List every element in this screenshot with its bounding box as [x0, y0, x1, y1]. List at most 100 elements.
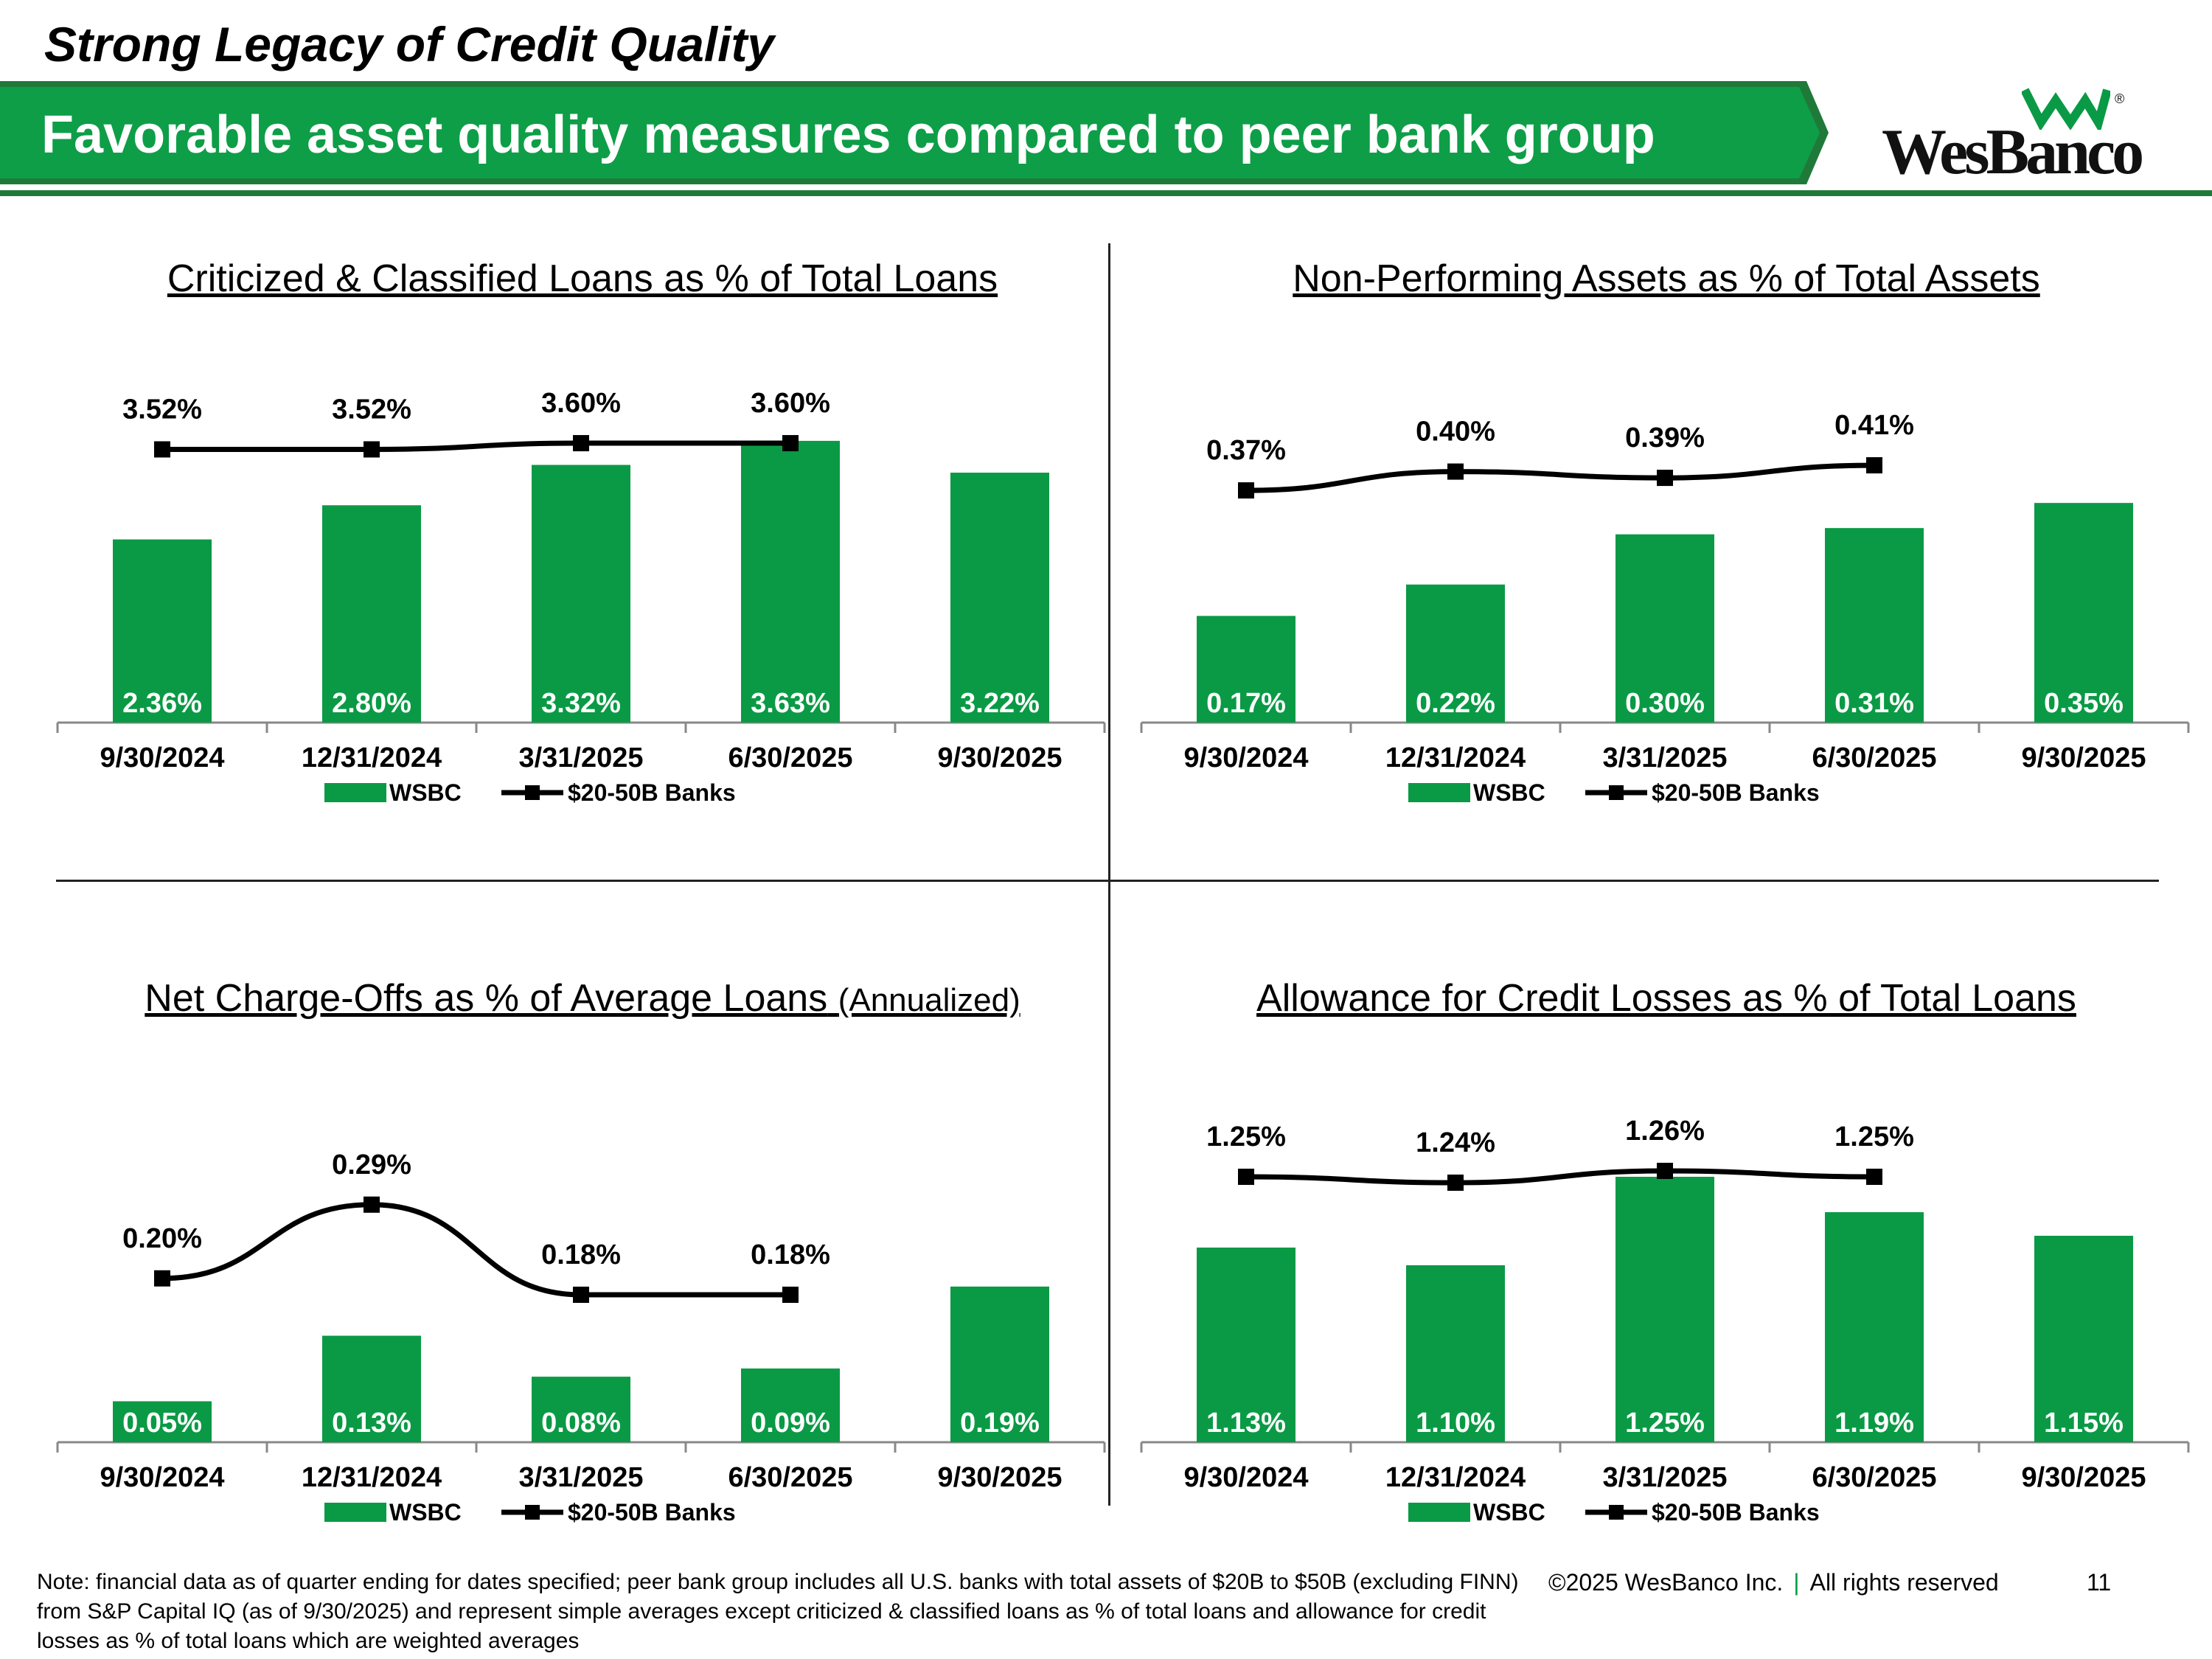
chart-panel-allowance: Allowance for Credit Losses as % of Tota… — [1128, 970, 2205, 1575]
line-data-label: 0.40% — [1416, 417, 1495, 448]
line-marker — [1447, 1175, 1464, 1191]
x-tick-label: 9/30/2025 — [2021, 742, 2146, 773]
x-tick-label: 9/30/2025 — [937, 1462, 1062, 1493]
chart-title: Net Charge-Offs as % of Average Loans (A… — [44, 976, 1121, 1020]
bar-wsbc — [2034, 503, 2133, 723]
bar-data-label: 0.08% — [541, 1408, 621, 1439]
bar-data-label: 0.35% — [2044, 688, 2124, 719]
line-data-label: 0.37% — [1206, 435, 1286, 466]
line-marker — [573, 1287, 589, 1303]
bar-data-label: 3.32% — [541, 688, 621, 719]
bar-wsbc — [322, 505, 421, 723]
chart-subtitle: (Annualized) — [838, 982, 1020, 1018]
bar-data-label: 1.15% — [2044, 1408, 2124, 1439]
x-tick-label: 3/31/2025 — [518, 1462, 643, 1493]
bar-wsbc — [1615, 1177, 1714, 1442]
chart-title: Criticized & Classified Loans as % of To… — [44, 257, 1121, 301]
x-tick-label: 12/31/2024 — [302, 1462, 442, 1493]
legend-label-wsbc: WSBC — [389, 779, 462, 806]
bar-wsbc — [113, 1401, 212, 1442]
bar-wsbc — [741, 440, 840, 723]
bar-wsbc — [1825, 1212, 1924, 1442]
line-marker — [1657, 470, 1673, 487]
x-tick-label: 3/31/2025 — [518, 742, 643, 773]
footnote: Note: financial data as of quarter endin… — [37, 1570, 1519, 1653]
line-marker — [1238, 1169, 1254, 1185]
chart-panel-criticized-loans: Criticized & Classified Loans as % of To… — [44, 251, 1121, 855]
legend-label-peer: $20-50B Banks — [1652, 779, 1820, 806]
bar-data-label: 1.25% — [1625, 1408, 1705, 1439]
line-data-label: 3.52% — [122, 394, 202, 425]
line-data-label: 0.18% — [541, 1239, 621, 1270]
header-rule — [0, 190, 2212, 196]
legend-label-wsbc: WSBC — [1473, 779, 1545, 806]
bar-wsbc — [950, 473, 1049, 723]
line-data-label: 0.20% — [122, 1223, 202, 1254]
line-data-label: 1.26% — [1625, 1116, 1705, 1147]
legend-marker-peer — [1609, 1505, 1624, 1520]
line-data-label: 0.29% — [332, 1150, 411, 1180]
bar-wsbc — [1406, 584, 1505, 723]
peer-banks-line — [1245, 1168, 1875, 1186]
chart-criticized-loans: 2.36% 2.80% 3.32% 3.63% 3.22% 3.52% 3.52% 3.60%… — [56, 388, 1106, 806]
line-marker — [1866, 1169, 1882, 1185]
chart-net-charge-offs: 0.05% 0.13% 0.08% 0.09% 0.19% 0.20% 0.29% 0.18%… — [56, 1150, 1106, 1526]
line-data-label: 0.41% — [1834, 410, 1914, 441]
line-marker — [1447, 463, 1464, 480]
title-banner: Favorable asset quality measures compare… — [0, 81, 1829, 184]
line-marker — [154, 1270, 170, 1287]
bar-data-label: 0.22% — [1416, 688, 1495, 719]
x-tick-label: 6/30/2025 — [1812, 1462, 1936, 1493]
x-tick-label: 9/30/2024 — [1183, 1462, 1308, 1493]
chart-title: Allowance for Credit Losses as % of Tota… — [1128, 976, 2205, 1020]
x-tick-label: 3/31/2025 — [1602, 1462, 1727, 1493]
line-data-label: 1.24% — [1416, 1127, 1495, 1158]
chart-title: Non-Performing Assets as % of Total Asse… — [1128, 257, 2205, 301]
legend-swatch-wsbc — [1408, 783, 1470, 802]
x-tick-label: 12/31/2024 — [1385, 742, 1526, 773]
line-data-label: 3.52% — [332, 394, 411, 425]
chart-panel-net-charge-offs: Net Charge-Offs as % of Average Loans (A… — [44, 970, 1121, 1575]
line-marker — [364, 441, 380, 458]
bar-data-label: 0.13% — [332, 1408, 411, 1439]
bar-data-label: 0.09% — [751, 1408, 830, 1439]
line-data-label: 0.39% — [1625, 422, 1705, 453]
legend-label-peer: $20-50B Banks — [568, 1499, 736, 1526]
bar-data-label: 2.36% — [122, 688, 202, 719]
bar-wsbc — [1825, 528, 1924, 723]
vertical-divider — [1108, 243, 1110, 1506]
bar-wsbc — [1197, 616, 1295, 723]
chart-title-text: Non-Performing Assets as % of Total Asse… — [1293, 257, 2040, 300]
bar-wsbc — [2034, 1236, 2133, 1442]
x-tick-label: 3/31/2025 — [1602, 742, 1727, 773]
bar-data-label: 0.05% — [122, 1408, 202, 1439]
logo-wordmark: WesBanco — [1882, 116, 2144, 188]
chart-title-text: Allowance for Credit Losses as % of Tota… — [1256, 977, 2076, 1020]
legend-label-peer: $20-50B Banks — [568, 779, 736, 806]
line-marker — [154, 441, 170, 458]
peer-banks-line — [1245, 462, 1875, 493]
x-tick-label: 6/30/2025 — [728, 1462, 852, 1493]
legend-label-peer: $20-50B Banks — [1652, 1499, 1820, 1526]
bar-data-label: 1.19% — [1834, 1408, 1914, 1439]
line-marker — [782, 1287, 799, 1303]
line-marker — [573, 435, 589, 452]
bar-data-label: 0.31% — [1834, 688, 1914, 719]
bar-wsbc — [1615, 534, 1714, 723]
peer-banks-line — [162, 440, 790, 452]
bar-wsbc — [1406, 1265, 1505, 1442]
x-tick-label: 9/30/2024 — [1183, 742, 1308, 773]
x-tick-label: 12/31/2024 — [302, 742, 442, 773]
banner-title: Favorable asset quality measures compare… — [41, 105, 1655, 164]
line-marker — [1657, 1163, 1673, 1179]
chart-panel-npa: Non-Performing Assets as % of Total Asse… — [1128, 251, 2205, 855]
x-tick-label: 9/30/2024 — [100, 742, 224, 773]
bar-data-label: 3.22% — [960, 688, 1040, 719]
bar-wsbc — [322, 1335, 421, 1442]
x-tick-label: 9/30/2025 — [2021, 1462, 2146, 1493]
page-number: 11 — [2087, 1569, 2112, 1596]
bar-wsbc — [532, 1377, 630, 1442]
peer-banks-line — [161, 1202, 790, 1298]
bar-data-label: 0.19% — [960, 1408, 1040, 1439]
bar-wsbc — [1197, 1248, 1295, 1442]
